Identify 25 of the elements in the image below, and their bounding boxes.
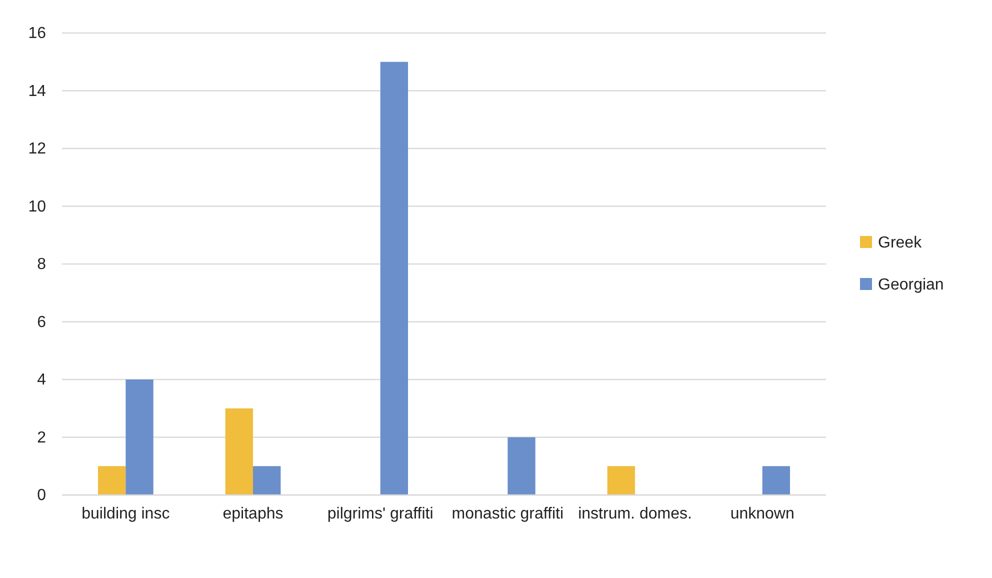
bar xyxy=(253,466,281,495)
bar xyxy=(225,408,253,495)
x-tick-label: instrum. domes. xyxy=(578,505,692,522)
y-tick-label: 16 xyxy=(28,25,46,42)
bar xyxy=(508,437,536,495)
y-tick-label: 10 xyxy=(28,198,46,216)
y-tick-label: 8 xyxy=(37,256,46,274)
y-tick-label: 4 xyxy=(37,372,46,389)
bar xyxy=(762,466,790,495)
legend-label: Greek xyxy=(878,234,923,252)
y-tick-label: 14 xyxy=(28,82,46,100)
y-tick-label: 6 xyxy=(37,314,46,331)
x-tick-label: epitaphs xyxy=(222,505,284,522)
bar xyxy=(607,466,635,495)
y-tick-label: 2 xyxy=(37,429,46,446)
bar xyxy=(126,380,154,495)
y-tick-label: 12 xyxy=(28,140,46,158)
x-tick-label: unknown xyxy=(730,505,794,522)
legend-label: Georgian xyxy=(878,276,944,294)
bar xyxy=(380,62,408,495)
bar xyxy=(98,466,126,495)
x-tick-label: building insc xyxy=(82,505,170,522)
x-tick-label: monastic graffiti xyxy=(452,505,564,522)
x-tick-label: pilgrims' graffiti xyxy=(327,505,434,522)
y-tick-label: 0 xyxy=(37,487,46,504)
